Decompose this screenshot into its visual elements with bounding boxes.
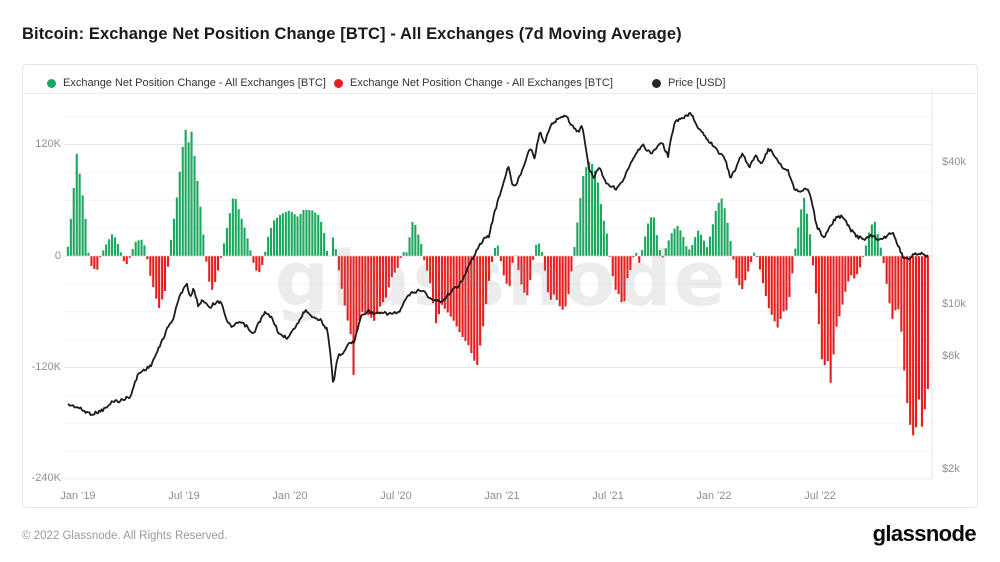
- glassnode-logo: glassnode: [872, 521, 977, 546]
- y-axis-right-tick-label: $10k: [942, 297, 966, 310]
- x-axis-tick-label: Jan '21: [484, 490, 520, 502]
- y-axis-left-tick-label: -120K: [31, 360, 61, 373]
- net-position-bars: [66, 129, 929, 436]
- legend-marker-green-icon: [47, 78, 56, 88]
- chart-card: Exchange Net Position Change - All Excha…: [22, 64, 978, 508]
- y-axis-right-tick-label: $40k: [942, 155, 966, 168]
- price-line: [67, 112, 929, 416]
- page-title: Bitcoin: Exchange Net Position Change [B…: [22, 25, 682, 43]
- x-axis-tick-label: Jul '20: [380, 490, 412, 502]
- legend-item-net-position-inflow[interactable]: Exchange Net Position Change - All Excha…: [47, 76, 326, 90]
- chart-plot-area[interactable]: glassnode: [23, 65, 977, 507]
- legend-item-label: Price [USD]: [668, 77, 726, 89]
- y-axis-right-tick-label: $6k: [942, 349, 960, 362]
- y-axis-right-tick-label: $2k: [942, 462, 960, 475]
- legend-item-label: Exchange Net Position Change - All Excha…: [63, 77, 326, 89]
- y-axis-left-tick-label: 0: [54, 249, 61, 262]
- legend-item-label: Exchange Net Position Change - All Excha…: [350, 77, 613, 89]
- legend-divider: [24, 93, 976, 94]
- y-axis-left-tick-label: -240K: [31, 472, 61, 485]
- legend-marker-red-icon: [334, 78, 343, 88]
- x-axis-tick-label: Jul '22: [804, 490, 836, 502]
- x-axis-tick-label: Jan '22: [696, 490, 732, 502]
- legend-item-net-position-outflow[interactable]: Exchange Net Position Change - All Excha…: [334, 76, 613, 90]
- x-axis-tick-label: Jul '19: [168, 490, 200, 502]
- glassnode-watermark: glassnode: [275, 234, 727, 323]
- legend-item-price[interactable]: Price [USD]: [652, 76, 725, 90]
- legend-marker-black-icon: [652, 78, 661, 88]
- y-axis-left-tick-label: 120K: [35, 138, 61, 151]
- x-axis-tick-label: Jan '20: [272, 490, 308, 502]
- x-axis-tick-label: Jul '21: [592, 490, 624, 502]
- x-axis-tick-label: Jan '19: [60, 490, 96, 502]
- footer-copyright: © 2022 Glassnode. All Rights Reserved.: [22, 530, 228, 542]
